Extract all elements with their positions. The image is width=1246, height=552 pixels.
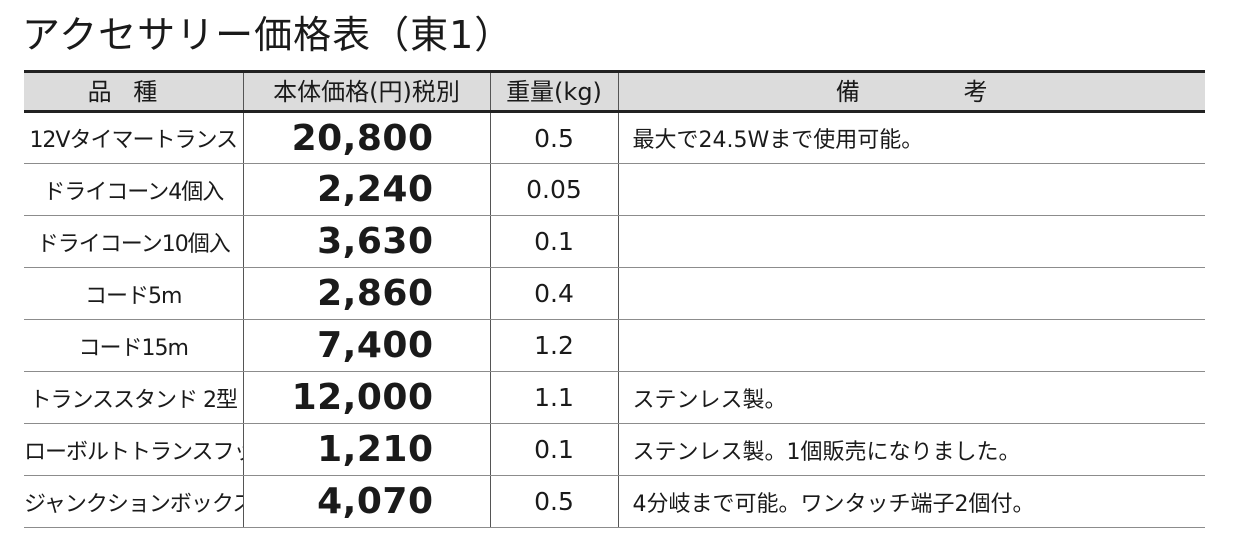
row-weight: 0.1: [490, 423, 619, 476]
row-name: トランススタンド 2型: [24, 371, 244, 424]
header-price: 本体価格(円)税別: [243, 70, 491, 113]
row-weight: 0.5: [490, 111, 619, 164]
header-weight: 重量(kg): [490, 70, 619, 113]
row-price: 12,000: [243, 371, 491, 424]
table-row: 12Vタイマートランス 20,800 0.5 最大で24.5Wまで使用可能。: [24, 111, 1205, 164]
row-note: ステンレス製。: [618, 371, 1205, 424]
row-name: コード15m: [24, 319, 244, 372]
row-note: 最大で24.5Wまで使用可能。: [618, 111, 1205, 164]
table-row: ドライコーン10個入 3,630 0.1: [24, 215, 1205, 268]
row-weight: 1.1: [490, 371, 619, 424]
row-weight: 0.1: [490, 215, 619, 268]
row-weight: 1.2: [490, 319, 619, 372]
row-name: 12Vタイマートランス: [24, 111, 244, 164]
row-weight: 0.05: [490, 163, 619, 216]
page-title: アクセサリー価格表（東1）: [22, 13, 514, 57]
row-note: [618, 163, 1205, 216]
table-row: トランススタンド 2型 12,000 1.1 ステンレス製。: [24, 371, 1205, 424]
row-name: ドライコーン10個入: [24, 215, 244, 268]
header-note: 備 考: [618, 70, 1205, 113]
row-price: 7,400: [243, 319, 491, 372]
row-name: コード5m: [24, 267, 244, 320]
row-price: 4,070: [243, 475, 491, 528]
row-weight: 0.5: [490, 475, 619, 528]
row-note: ステンレス製。1個販売になりました。: [618, 423, 1205, 476]
row-price: 1,210: [243, 423, 491, 476]
row-price: 20,800: [243, 111, 491, 164]
table-header-row: 品種 本体価格(円)税別 重量(kg) 備 考: [24, 70, 1205, 113]
row-note: 4分岐まで可能。ワンタッチ端子2個付。: [618, 475, 1205, 528]
table-row: コード5m 2,860 0.4: [24, 267, 1205, 320]
header-name: 品種: [24, 70, 244, 113]
table-row: ドライコーン4個入 2,240 0.05: [24, 163, 1205, 216]
row-price: 2,860: [243, 267, 491, 320]
row-note: [618, 215, 1205, 268]
accessory-price-table: 品種 本体価格(円)税別 重量(kg) 備 考 12Vタイマートランス 20,8…: [24, 70, 1205, 528]
row-weight: 0.4: [490, 267, 619, 320]
row-name: ローボルトトランスフック: [24, 423, 244, 476]
row-price: 2,240: [243, 163, 491, 216]
row-name: ドライコーン4個入: [24, 163, 244, 216]
table-row: コード15m 7,400 1.2: [24, 319, 1205, 372]
row-name: ジャンクションボックス: [24, 475, 244, 528]
table-row: ローボルトトランスフック 1,210 0.1 ステンレス製。1個販売になりました…: [24, 423, 1205, 476]
row-note: [618, 319, 1205, 372]
row-note: [618, 267, 1205, 320]
row-price: 3,630: [243, 215, 491, 268]
table-row: ジャンクションボックス 4,070 0.5 4分岐まで可能。ワンタッチ端子2個付…: [24, 475, 1205, 528]
